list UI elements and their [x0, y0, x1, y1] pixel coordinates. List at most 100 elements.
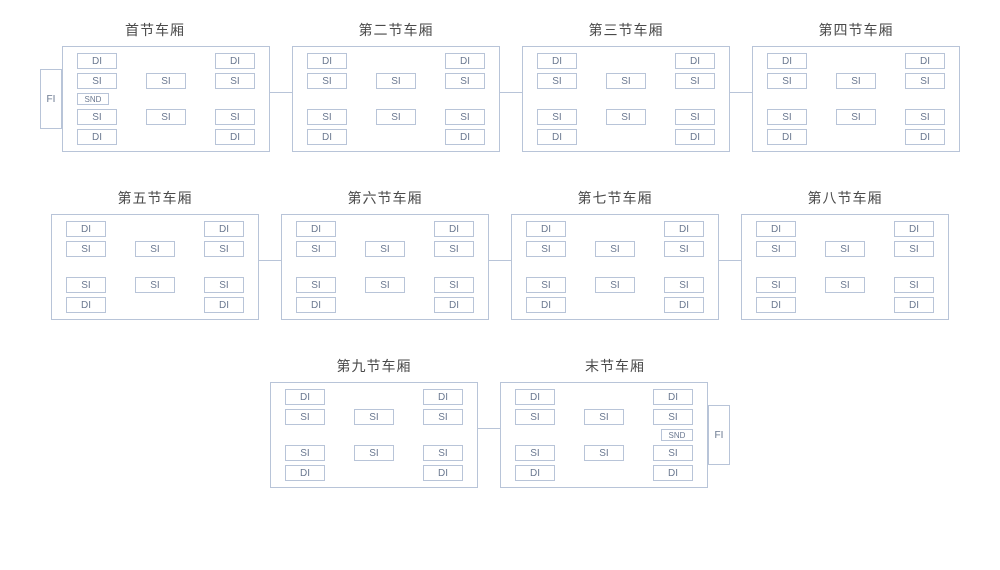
car-title: 第七节车厢 [578, 188, 653, 208]
mid-gap [520, 261, 710, 273]
car-body-wrap: DIDISISISISISISIDIDI [292, 46, 500, 152]
si-row-upper: SI SI SI [531, 73, 721, 89]
mid-gap [750, 261, 940, 273]
car-body-wrap: DIDISISISISISISIDIDI [270, 382, 478, 488]
si-row-lower: SISISI [60, 277, 250, 293]
car-title: 第五节车厢 [118, 188, 193, 208]
si-row-upper: SISISI [301, 73, 491, 89]
si-box: SI [825, 241, 865, 257]
si-box: SI [307, 73, 347, 89]
car-body-wrap: DIDISISISISISISIDIDI [281, 214, 489, 320]
si-box: SI [365, 241, 405, 257]
car-c10: 末节车厢DIDISISISISNDSISISIDIDIFI [500, 356, 730, 488]
di-row-top: DIDI [531, 53, 721, 69]
di-box: DI [307, 53, 347, 69]
snd-row: SND [71, 93, 261, 105]
di-box: DI [905, 53, 945, 69]
si-row-upper: SI SI SI [761, 73, 951, 89]
di-box: DI [526, 297, 566, 313]
car-body-wrap: DIDISISISISISISIDIDI [522, 46, 730, 152]
di-box: DI [894, 221, 934, 237]
snd-box: SND [77, 93, 109, 105]
fi-box: FI [40, 69, 62, 129]
connector [489, 260, 511, 261]
car-body-wrap: DIDISISISISNDSISISIDIDIFI [500, 382, 730, 488]
di-box: DI [675, 129, 715, 145]
snd-box: SND [661, 429, 693, 441]
si-box: SI [66, 277, 106, 293]
si-row-upper: SISISI [60, 241, 250, 257]
di-row-bottom: DIDI [71, 129, 261, 145]
si-box: SI [526, 241, 566, 257]
si-box: SI [537, 73, 577, 89]
connector [478, 428, 500, 429]
si-box: SI [905, 109, 945, 125]
si-box: SI [515, 445, 555, 461]
mid-gap [290, 261, 480, 273]
di-row-bottom: DIDI [509, 465, 699, 481]
car-c2: 第二节车厢DIDISISISISISISIDIDI [292, 20, 500, 152]
car-body: DIDISISISISISISIDIDI [511, 214, 719, 320]
di-box: DI [445, 129, 485, 145]
si-box: SI [376, 73, 416, 89]
si-box: SI [365, 277, 405, 293]
si-box: SI [376, 109, 416, 125]
car-row: 第五节车厢DIDISISISISISISIDIDI第六节车厢DIDISISISI… [10, 188, 990, 320]
di-row-top: DIDI [60, 221, 250, 237]
si-box: SI [66, 241, 106, 257]
di-box: DI [537, 129, 577, 145]
si-box: SI [285, 409, 325, 425]
si-row-lower: SISISI [761, 109, 951, 125]
di-row-top: DIDI [761, 53, 951, 69]
di-box: DI [756, 221, 796, 237]
di-box: DI [653, 465, 693, 481]
di-row-top: DI DI [301, 53, 491, 69]
di-box: DI [204, 221, 244, 237]
si-box: SI [675, 73, 715, 89]
si-box: SI [296, 277, 336, 293]
si-box: SI [135, 241, 175, 257]
di-row-bottom: DIDI [750, 297, 940, 313]
si-box: SI [135, 277, 175, 293]
car-body: DIDISISISISISISIDIDI [281, 214, 489, 320]
car-body: DIDISISISISISISIDIDI [522, 46, 730, 152]
car-body: DIDISISISISISISIDIDI [270, 382, 478, 488]
car-row: 第九节车厢DIDISISISISISISIDIDI末节车厢DIDISISISIS… [10, 356, 990, 488]
di-row-bottom: DIDI [761, 129, 951, 145]
si-box: SI [836, 73, 876, 89]
si-row-lower: SISISI [531, 109, 721, 125]
si-box: SI [664, 277, 704, 293]
car-body-wrap: FIDIDISISISISNDSISISIDIDI [40, 46, 270, 152]
si-row-upper: SISISI [509, 409, 699, 425]
car-c6: 第六节车厢DIDISISISISISISIDIDI [281, 188, 489, 320]
si-box: SI [905, 73, 945, 89]
si-box: SI [606, 73, 646, 89]
car-body: DIDISISISISISISIDIDI [741, 214, 949, 320]
si-box: SI [445, 109, 485, 125]
si-row-lower: SISISI [71, 109, 261, 125]
si-box: SI [767, 73, 807, 89]
connector [730, 92, 752, 93]
si-box: SI [215, 73, 255, 89]
di-row-bottom: DIDI [290, 297, 480, 313]
di-box: DI [664, 221, 704, 237]
car-c3: 第三节车厢DIDISISISISISISIDIDI [522, 20, 730, 152]
di-box: DI [296, 221, 336, 237]
si-box: SI [296, 241, 336, 257]
car-body: DIDISISISISISISIDIDI [752, 46, 960, 152]
connector [270, 92, 292, 93]
di-row-bottom: DIDI [301, 129, 491, 145]
si-row-lower: SISISI [520, 277, 710, 293]
di-row-top: DIDI [509, 389, 699, 405]
connector [719, 260, 741, 261]
di-row-top: DIDI [279, 389, 469, 405]
di-box: DI [445, 53, 485, 69]
connector [259, 260, 281, 261]
si-box: SI [653, 445, 693, 461]
connector [500, 92, 522, 93]
si-box: SI [146, 73, 186, 89]
di-box: DI [77, 53, 117, 69]
car-body-wrap: DIDISISISISISISIDIDI [51, 214, 259, 320]
car-body: DIDISISISISISISIDIDI [292, 46, 500, 152]
si-box: SI [354, 445, 394, 461]
